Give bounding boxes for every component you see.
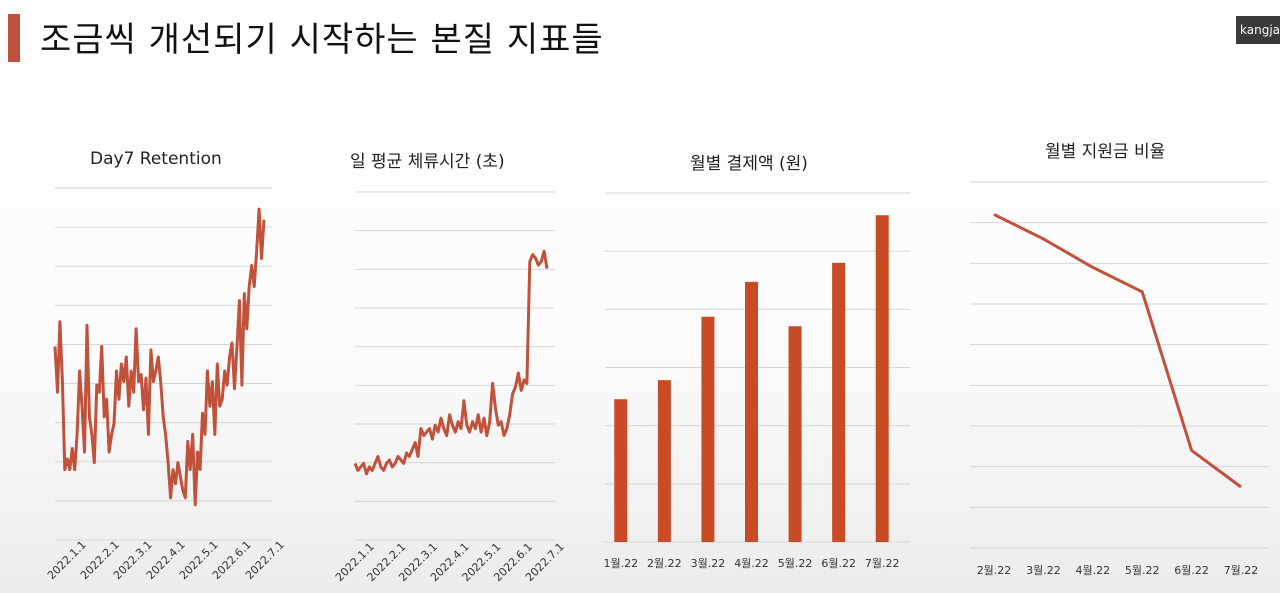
chart-title-monthly-payment: 월별 결제액 (원) — [690, 154, 808, 174]
slide-title: 조금씩 개선되기 시작하는 본질 지표들 — [40, 20, 604, 60]
payment-bar — [788, 326, 802, 542]
x-tick-label: 4월.22 — [734, 557, 769, 570]
x-tick-label: 2월.22 — [977, 564, 1012, 577]
payment-bar — [832, 262, 846, 542]
x-tick-label: 6월.22 — [1174, 564, 1209, 577]
x-tick-label: 2월.22 — [647, 557, 682, 570]
x-tick-label: 5월.22 — [778, 557, 813, 570]
x-tick-label: 1월.22 — [603, 557, 638, 570]
dwell-time-series-line — [353, 249, 549, 476]
x-tick-label: 4월.22 — [1075, 564, 1110, 577]
title-accent-bar — [8, 14, 20, 62]
payment-bar — [701, 316, 715, 542]
payment-bar — [657, 380, 671, 542]
x-tick-label: 5월.22 — [1125, 564, 1160, 577]
chart-title-dwell-time: 일 평균 체류시간 (초) — [350, 152, 505, 172]
payment-bar — [614, 399, 628, 542]
x-tick-label: 6월.22 — [821, 557, 856, 570]
x-tick-label: 7월.22 — [865, 557, 900, 570]
retention-series-line — [53, 207, 266, 507]
video-participant-label: kangja — [1236, 16, 1280, 44]
payment-bar — [875, 215, 889, 542]
x-tick-label: 3월.22 — [1026, 564, 1061, 577]
x-tick-label: 7월.22 — [1224, 564, 1259, 577]
chart-title-retention: Day7 Retention — [90, 149, 222, 169]
chart-title-subsidy-ratio: 월별 지원금 비율 — [1045, 142, 1166, 162]
payment-bar — [745, 281, 758, 542]
subsidy-ratio-line — [993, 213, 1242, 489]
x-tick-label: 3월.22 — [691, 557, 726, 570]
